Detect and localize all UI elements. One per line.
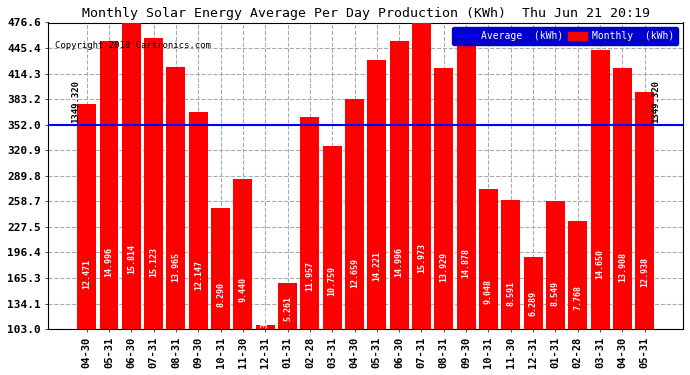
Text: 13.908: 13.908 [618, 252, 627, 282]
Bar [457, 44, 475, 329]
Bar [166, 67, 186, 329]
Text: 1349.320: 1349.320 [71, 80, 80, 123]
Text: 13.965: 13.965 [171, 252, 181, 282]
Bar [569, 220, 587, 329]
Bar [144, 38, 163, 329]
Text: 14.878: 14.878 [462, 248, 471, 278]
Text: 14.650: 14.650 [595, 249, 604, 279]
Text: 8.290: 8.290 [216, 282, 225, 307]
Title: Monthly Solar Energy Average Per Day Production (KWh)  Thu Jun 21 20:19: Monthly Solar Energy Average Per Day Pro… [81, 7, 650, 20]
Text: 9.440: 9.440 [239, 277, 248, 302]
Bar [390, 41, 408, 329]
Bar [300, 117, 319, 329]
Text: Copyright 2018 Cartronics.com: Copyright 2018 Cartronics.com [55, 41, 210, 50]
Text: 7.768: 7.768 [573, 285, 582, 310]
Text: 14.996: 14.996 [104, 247, 113, 277]
Bar [345, 99, 364, 329]
Bar [211, 208, 230, 329]
Text: 5.261: 5.261 [283, 296, 292, 321]
Bar [546, 201, 565, 329]
Text: 8.549: 8.549 [551, 281, 560, 306]
Text: 15.973: 15.973 [417, 243, 426, 273]
Text: 9.048: 9.048 [484, 279, 493, 304]
Bar [323, 146, 342, 329]
Bar [502, 200, 520, 329]
Text: 12.471: 12.471 [82, 259, 91, 289]
Bar [278, 283, 297, 329]
Bar [591, 50, 609, 329]
Bar [189, 112, 208, 329]
Text: 14.996: 14.996 [395, 247, 404, 277]
Text: 6.289: 6.289 [529, 291, 538, 316]
Text: 3.559: 3.559 [261, 303, 270, 328]
Text: 13.929: 13.929 [440, 252, 449, 282]
Text: 14.221: 14.221 [373, 251, 382, 281]
Text: 12.659: 12.659 [350, 258, 359, 288]
Text: 10.759: 10.759 [328, 266, 337, 296]
Bar [635, 92, 654, 329]
Text: 1349.320: 1349.320 [651, 80, 660, 123]
Bar [613, 68, 632, 329]
Bar [412, 17, 431, 329]
Bar [256, 325, 275, 329]
Text: 11.957: 11.957 [306, 261, 315, 291]
Bar [99, 41, 119, 329]
Bar [367, 60, 386, 329]
Bar [434, 68, 453, 329]
Bar [479, 189, 498, 329]
Bar [77, 104, 96, 329]
Bar [524, 257, 542, 329]
Bar [122, 21, 141, 329]
Legend: Average  (kWh), Monthly  (kWh): Average (kWh), Monthly (kWh) [453, 27, 678, 45]
Text: 15.123: 15.123 [149, 247, 158, 277]
Text: 15.814: 15.814 [127, 244, 136, 274]
Text: 8.591: 8.591 [506, 281, 515, 306]
Bar [233, 179, 253, 329]
Text: 12.147: 12.147 [194, 260, 203, 290]
Text: 12.938: 12.938 [640, 256, 649, 286]
